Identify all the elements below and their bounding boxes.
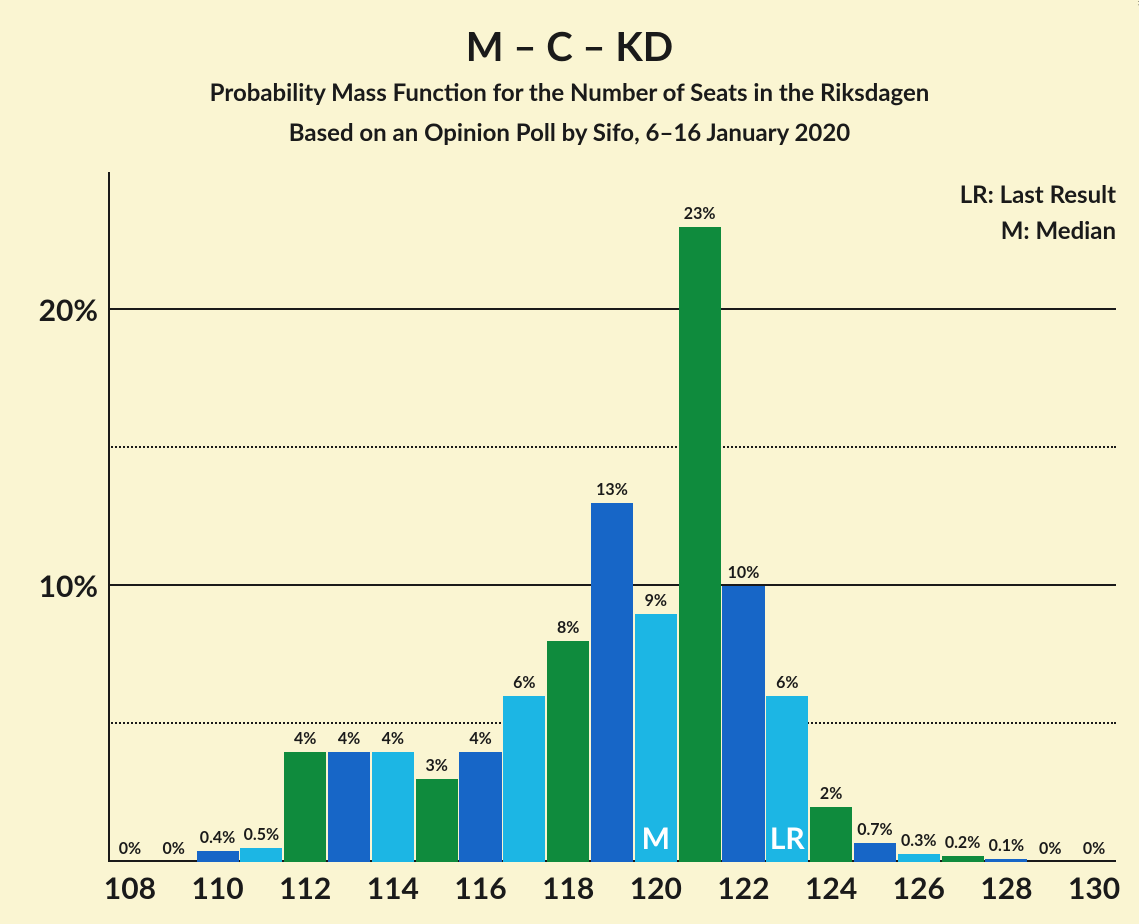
x-axis-label: 120 bbox=[630, 862, 682, 906]
bar-value-label: 23% bbox=[684, 204, 716, 227]
bar-value-label: 0% bbox=[119, 839, 141, 862]
chart-bar: 6% bbox=[503, 696, 545, 862]
chart-bar: 9%M bbox=[635, 614, 677, 862]
bar-value-label: 0.7% bbox=[857, 820, 892, 843]
bar-value-label: 0.1% bbox=[989, 836, 1024, 859]
chart-bar: 0.3% bbox=[898, 854, 940, 862]
legend-m: M: Median bbox=[1001, 216, 1116, 245]
bar-value-label: 4% bbox=[338, 729, 360, 752]
chart-bar: 4% bbox=[372, 752, 414, 862]
chart-bar: 0.2% bbox=[942, 856, 984, 862]
chart-bar: 4% bbox=[459, 752, 501, 862]
bar-value-label: 0% bbox=[1083, 839, 1105, 862]
chart-bar: 4% bbox=[328, 752, 370, 862]
y-axis-label: 10% bbox=[39, 568, 108, 604]
x-axis-label: 116 bbox=[454, 862, 506, 906]
x-axis-label: 114 bbox=[367, 862, 419, 906]
bar-value-label: 4% bbox=[294, 729, 316, 752]
y-axis bbox=[108, 172, 110, 862]
chart-bar: 2% bbox=[810, 807, 852, 862]
chart-bar: 0.5% bbox=[240, 848, 282, 862]
chart-title: M – C – KD bbox=[0, 22, 1139, 70]
x-axis-label: 124 bbox=[805, 862, 857, 906]
bar-value-label: 6% bbox=[776, 673, 798, 696]
chart-bar: 0.1% bbox=[985, 859, 1027, 862]
chart-bar: 8% bbox=[547, 641, 589, 862]
bar-value-label: 8% bbox=[557, 618, 579, 641]
x-axis-label: 122 bbox=[717, 862, 769, 906]
y-axis-label: 20% bbox=[39, 292, 108, 328]
chart-bar: 13% bbox=[591, 503, 633, 862]
bar-value-label: 0.5% bbox=[244, 825, 279, 848]
bar-value-label: 0% bbox=[1039, 839, 1061, 862]
chart-bar: 4% bbox=[284, 752, 326, 862]
chart-subtitle-1: Probability Mass Function for the Number… bbox=[0, 78, 1139, 107]
bar-value-label: 0.2% bbox=[945, 833, 980, 856]
chart-bar: 0.7% bbox=[854, 843, 896, 862]
chart-bar: 0.4% bbox=[197, 851, 239, 862]
chart-bar: 10% bbox=[722, 586, 764, 862]
bar-value-label: 10% bbox=[728, 563, 760, 586]
bar-value-label: 13% bbox=[596, 480, 628, 503]
chart-plot-area: LR: Last Result M: Median 10%20%10811011… bbox=[108, 172, 1116, 862]
x-axis-label: 110 bbox=[191, 862, 243, 906]
chart-bar: 23% bbox=[679, 227, 721, 862]
bar-value-label: 4% bbox=[382, 729, 404, 752]
bar-value-label: 3% bbox=[425, 756, 447, 779]
bar-value-label: 0% bbox=[163, 839, 185, 862]
chart-bar: 6%LR bbox=[766, 696, 808, 862]
x-axis-label: 128 bbox=[980, 862, 1032, 906]
legend-lr: LR: Last Result bbox=[960, 180, 1116, 209]
copyright-text: © 2020 Filip van Laenen bbox=[1135, 0, 1139, 6]
bar-value-label: 0.3% bbox=[901, 831, 936, 854]
x-axis-label: 108 bbox=[104, 862, 156, 906]
gridline bbox=[108, 308, 1116, 310]
bar-value-label: 0.4% bbox=[200, 828, 235, 851]
bar-value-label: 2% bbox=[820, 784, 842, 807]
gridline bbox=[108, 446, 1116, 448]
x-axis-label: 126 bbox=[893, 862, 945, 906]
bar-inner-label: M bbox=[642, 820, 670, 856]
chart-bar: 3% bbox=[416, 779, 458, 862]
bar-value-label: 6% bbox=[513, 673, 535, 696]
x-axis-label: 112 bbox=[279, 862, 331, 906]
chart-subtitle-2: Based on an Opinion Poll by Sifo, 6–16 J… bbox=[0, 118, 1139, 147]
bar-value-label: 9% bbox=[645, 591, 667, 614]
x-axis-label: 118 bbox=[542, 862, 594, 906]
bar-value-label: 4% bbox=[469, 729, 491, 752]
x-axis-label: 130 bbox=[1068, 862, 1120, 906]
bar-inner-label: LR bbox=[770, 820, 805, 856]
